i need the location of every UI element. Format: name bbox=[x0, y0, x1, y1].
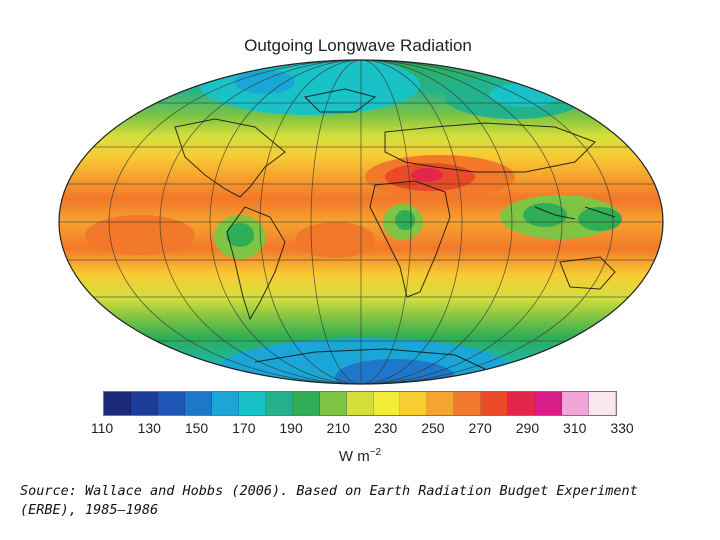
colorbar-swatch bbox=[157, 392, 185, 415]
colorbar-tick-label: 290 bbox=[515, 420, 540, 436]
source-line-2: (ERBE), 1985–1986 bbox=[20, 502, 159, 518]
colorbar-swatch bbox=[211, 392, 239, 415]
map-outline bbox=[58, 59, 664, 385]
colorbar-tick-label: 230 bbox=[373, 420, 398, 436]
source-caption: Source: Wallace and Hobbs (2006). Based … bbox=[20, 482, 660, 520]
colorbar-swatch bbox=[400, 392, 428, 415]
map-title: Outgoing Longwave Radiation bbox=[244, 36, 472, 55]
colorbar-units: W m−2 bbox=[0, 447, 720, 465]
colorbar-tick-label: 170 bbox=[232, 420, 256, 436]
colorbar-tick-label: 210 bbox=[326, 420, 351, 436]
units-exponent: −2 bbox=[369, 447, 382, 458]
colorbar-tick-label: 270 bbox=[468, 420, 492, 436]
colorbar-swatch bbox=[589, 392, 617, 415]
colorbar-swatch bbox=[481, 392, 509, 415]
colorbar-swatch bbox=[184, 392, 212, 415]
colorbar-swatch bbox=[292, 392, 320, 415]
colorbar bbox=[103, 391, 617, 416]
colorbar-swatch bbox=[508, 392, 536, 415]
colorbar-swatch bbox=[130, 392, 158, 415]
colorbar-tick-label: 130 bbox=[137, 420, 161, 436]
colorbar-swatch bbox=[562, 392, 590, 415]
colorbar-tick-label: 190 bbox=[279, 420, 303, 436]
colorbar-tick-labels: 110 130 150 170 190 210 230 250 270 290 310 330 bbox=[82, 420, 642, 440]
colorbar-swatch bbox=[535, 392, 563, 415]
colorbar-tick-label: 330 bbox=[610, 420, 634, 436]
colorbar-swatch bbox=[265, 392, 293, 415]
colorbar-swatch bbox=[427, 392, 455, 415]
colorbar-swatch bbox=[346, 392, 374, 415]
units-base: W m bbox=[338, 448, 370, 465]
colorbar-swatch bbox=[319, 392, 347, 415]
colorbar-swatch bbox=[454, 392, 482, 415]
olr-map bbox=[55, 57, 667, 387]
colorbar-swatch bbox=[238, 392, 266, 415]
colorbar-tick-label: 250 bbox=[421, 420, 445, 436]
source-line-1: Source: Wallace and Hobbs (2006). Based … bbox=[20, 483, 638, 499]
colorbar-swatch bbox=[373, 392, 401, 415]
colorbar-tick-label: 110 bbox=[90, 420, 114, 436]
colorbar-tick-label: 150 bbox=[184, 420, 209, 436]
colorbar-tick-label: 310 bbox=[563, 420, 587, 436]
colorbar-swatch bbox=[104, 392, 131, 415]
